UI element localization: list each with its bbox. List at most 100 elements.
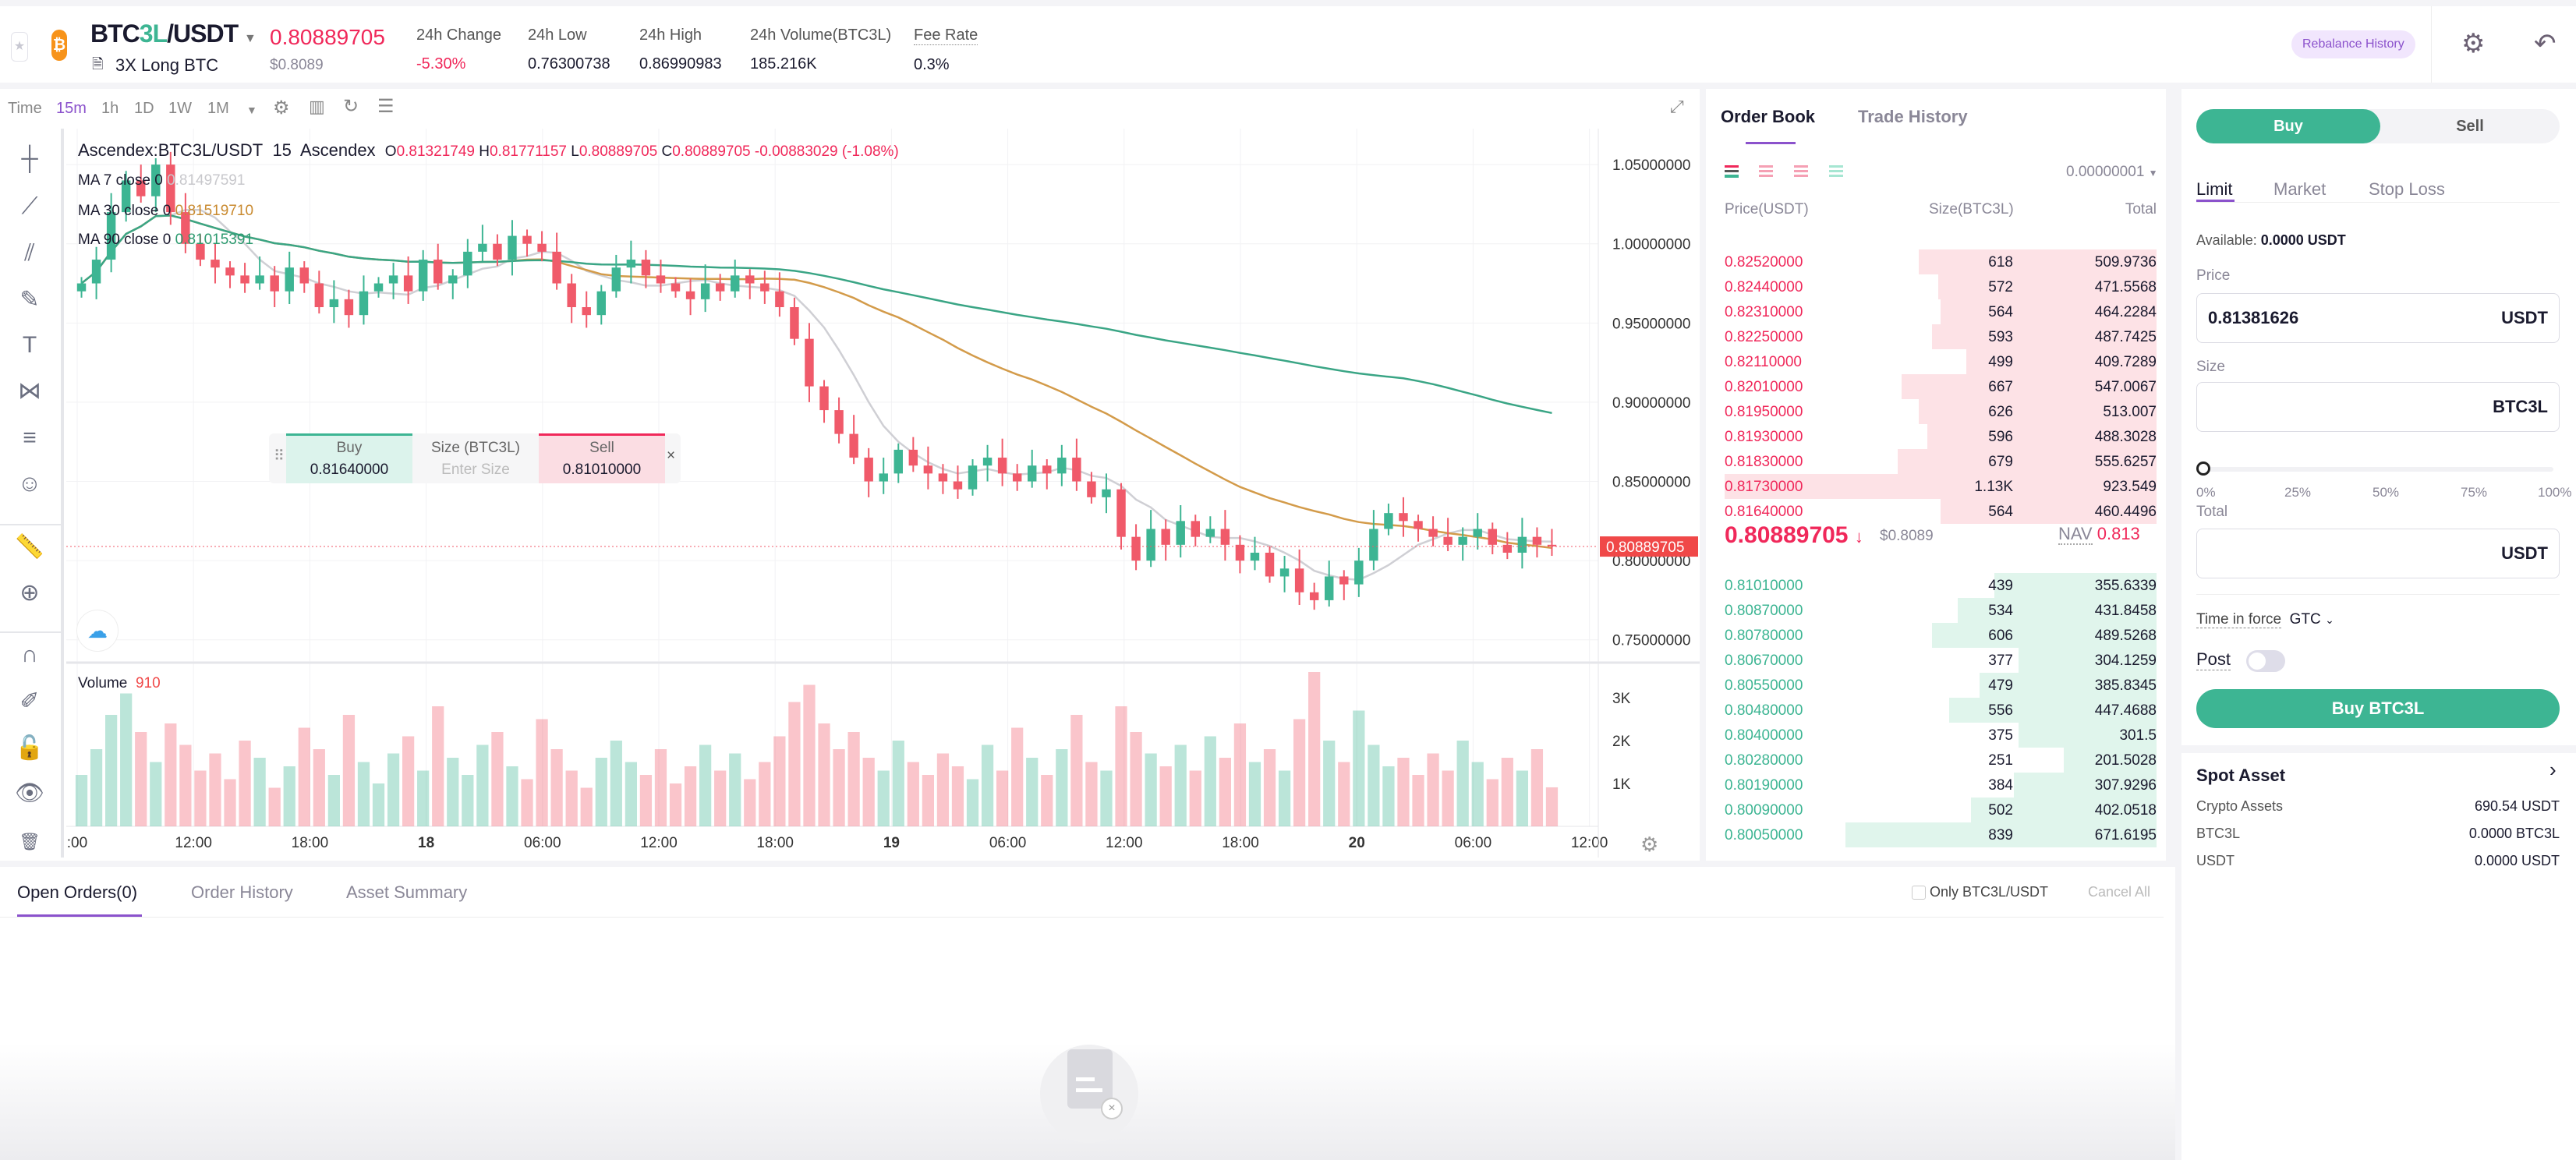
lock-drawing-icon[interactable]: ✐	[19, 688, 40, 714]
view-bids-icon[interactable]	[1829, 165, 1843, 178]
interval-1m[interactable]: 1M	[207, 100, 229, 117]
bid-row[interactable]: 0.80550000 479 385.8345	[1715, 673, 2157, 698]
eye-icon[interactable]: 👁	[14, 780, 45, 806]
quick-size-input[interactable]: Size (BTC3L) Enter Size	[430, 440, 521, 478]
time-axis-settings-icon[interactable]: ⚙	[1640, 833, 1659, 856]
trash-icon[interactable]: 🗑	[19, 832, 41, 851]
emoji-icon[interactable]: ☺	[17, 471, 42, 497]
chart-settings-icon[interactable]: ⚙	[273, 97, 290, 118]
ask-row[interactable]: 0.81930000 596 488.3028	[1715, 424, 2157, 449]
bid-row[interactable]: 0.80090000 502 402.0518	[1715, 798, 2157, 822]
stat-fee-rate[interactable]: Fee Rate 0.3%	[914, 27, 978, 73]
bid-row[interactable]: 0.80670000 377 304.1259	[1715, 648, 2157, 673]
ask-row[interactable]: 0.82520000 618 509.9736	[1715, 249, 2157, 274]
magnet-icon[interactable]: ∩	[21, 642, 38, 667]
total-input[interactable]: USDT	[2196, 529, 2560, 578]
bid-row[interactable]: 0.80480000 556 447.4688	[1715, 698, 2157, 723]
trend-line-icon[interactable]: ⟋	[21, 193, 38, 219]
prediction-icon[interactable]: ≡	[23, 425, 37, 451]
tab-open-orders[interactable]: Open Orders(0)	[17, 882, 138, 902]
view-split-icon[interactable]	[1759, 165, 1773, 178]
size-slider[interactable]	[2196, 462, 2560, 477]
bid-row[interactable]: 0.81010000 439 355.6339	[1715, 573, 2157, 598]
back-arrow-icon[interactable]: ↶	[2534, 29, 2557, 58]
bid-row[interactable]: 0.80190000 384 307.9296	[1715, 773, 2157, 798]
tab-stop-loss[interactable]: Stop Loss	[2369, 179, 2445, 199]
pair-selector[interactable]: BTC3L/USDT ▼	[90, 19, 257, 48]
quick-buy-button[interactable]: Buy 0.81640000	[286, 433, 412, 483]
ask-row[interactable]: 0.81830000 679 555.6257	[1715, 449, 2157, 474]
row-price: 0.82250000	[1725, 329, 1803, 345]
chevron-right-icon[interactable]: ›	[2549, 758, 2557, 781]
interval-1h[interactable]: 1h	[101, 100, 119, 117]
slider-knob[interactable]	[2196, 462, 2210, 476]
menu-list-icon[interactable]: ☰	[377, 96, 395, 117]
crosshair-icon[interactable]: ┼	[21, 146, 38, 172]
indicators-icon[interactable]: ▥	[309, 97, 325, 116]
slider-mark[interactable]: 50%	[2373, 485, 2400, 500]
depth-bar	[1902, 374, 2157, 399]
lock-icon[interactable]: 🔓	[15, 735, 44, 761]
price-input[interactable]: 0.81381626 USDT	[2196, 293, 2560, 343]
submit-buy-button[interactable]: Buy BTC3L	[2196, 689, 2560, 728]
ask-row[interactable]: 0.82310000 564 464.2284	[1715, 299, 2157, 324]
ruler-icon[interactable]: 📏	[15, 534, 44, 560]
ask-row[interactable]: 0.81640000 564 460.4496	[1715, 499, 2157, 524]
settings-gear-icon[interactable]: ⚙	[2461, 29, 2486, 58]
brush-icon[interactable]: ✎	[19, 287, 40, 313]
rebalance-history-button[interactable]: Rebalance History	[2291, 30, 2415, 58]
pattern-icon[interactable]: ⋈	[18, 378, 41, 404]
slider-mark[interactable]: 0%	[2196, 485, 2216, 500]
size-input[interactable]: BTC3L	[2196, 382, 2560, 432]
drawing-toolbar	[0, 129, 64, 858]
text-tool-icon[interactable]: T	[22, 332, 37, 358]
price-chart[interactable]: :00 12:00 18:00 18 06:00 12:00 18:00 19 06:00 12:…	[66, 129, 1700, 858]
post-toggle[interactable]	[2246, 650, 2285, 672]
tab-market[interactable]: Market	[2273, 179, 2327, 199]
only-pair-checkbox[interactable]: Only BTC3L/USDT	[1912, 884, 2048, 900]
ask-row[interactable]: 0.81730000 1.13K 923.549	[1715, 474, 2157, 499]
time-in-force[interactable]: Time in force GTC ⌄	[2196, 611, 2334, 628]
zoom-in-icon[interactable]: ⊕	[19, 580, 40, 606]
volume-bar	[135, 732, 147, 826]
tab-trade-history[interactable]: Trade History	[1858, 107, 1968, 126]
ask-row[interactable]: 0.82440000 572 471.5568	[1715, 274, 2157, 299]
close-widget-icon[interactable]: ×	[667, 447, 676, 464]
fib-tool-icon[interactable]: ⫽	[24, 240, 35, 266]
interval-dropdown-icon[interactable]: ▼	[246, 104, 257, 116]
precision-select[interactable]: 0.00000001 ▼	[2066, 164, 2158, 180]
row-total: 431.8458	[2094, 603, 2157, 619]
drag-handle-icon[interactable]: ⠿	[274, 448, 285, 465]
ask-row[interactable]: 0.82010000 667 547.0067	[1715, 374, 2157, 399]
interval-15m[interactable]: 15m	[56, 100, 87, 117]
ask-row[interactable]: 0.81950000 626 513.007	[1715, 399, 2157, 424]
ask-row[interactable]: 0.82250000 593 487.7425	[1715, 324, 2157, 349]
tab-asset-summary[interactable]: Asset Summary	[346, 882, 468, 902]
bid-row[interactable]: 0.80400000 375 301.5	[1715, 723, 2157, 748]
slider-mark[interactable]: 75%	[2461, 485, 2488, 500]
tradingview-logo-icon[interactable]: ☁	[76, 610, 119, 652]
sell-toggle[interactable]: Sell	[2456, 118, 2484, 135]
bid-row[interactable]: 0.80780000 606 489.5268	[1715, 623, 2157, 648]
volume-bar	[417, 770, 430, 826]
tab-order-book[interactable]: Order Book	[1721, 107, 1816, 126]
slider-mark[interactable]: 100%	[2538, 485, 2572, 500]
view-both-icon[interactable]	[1725, 165, 1739, 178]
bid-row[interactable]: 0.80280000 251 201.5028	[1715, 748, 2157, 773]
reset-icon[interactable]: ↻	[343, 96, 359, 117]
quick-sell-button[interactable]: Sell 0.81010000	[539, 433, 665, 483]
buy-toggle[interactable]: Buy	[2196, 109, 2380, 143]
interval-1d[interactable]: 1D	[134, 100, 154, 117]
interval-1w[interactable]: 1W	[168, 100, 192, 117]
bid-row[interactable]: 0.80050000 839 671.6195	[1715, 822, 2157, 847]
bid-row[interactable]: 0.80870000 534 431.8458	[1715, 598, 2157, 623]
nav-value[interactable]: NAV 0.813	[2058, 524, 2140, 545]
slider-mark[interactable]: 25%	[2284, 485, 2312, 500]
tab-order-history[interactable]: Order History	[191, 882, 293, 902]
view-asks-icon[interactable]	[1794, 165, 1808, 178]
fullscreen-icon[interactable]: ⤢	[1670, 97, 1684, 116]
favorite-star-icon[interactable]: ★	[11, 32, 28, 62]
tab-limit[interactable]: Limit	[2196, 179, 2233, 199]
ask-row[interactable]: 0.82110000 499 409.7289	[1715, 349, 2157, 374]
cancel-all-button[interactable]: Cancel All	[2088, 884, 2151, 900]
